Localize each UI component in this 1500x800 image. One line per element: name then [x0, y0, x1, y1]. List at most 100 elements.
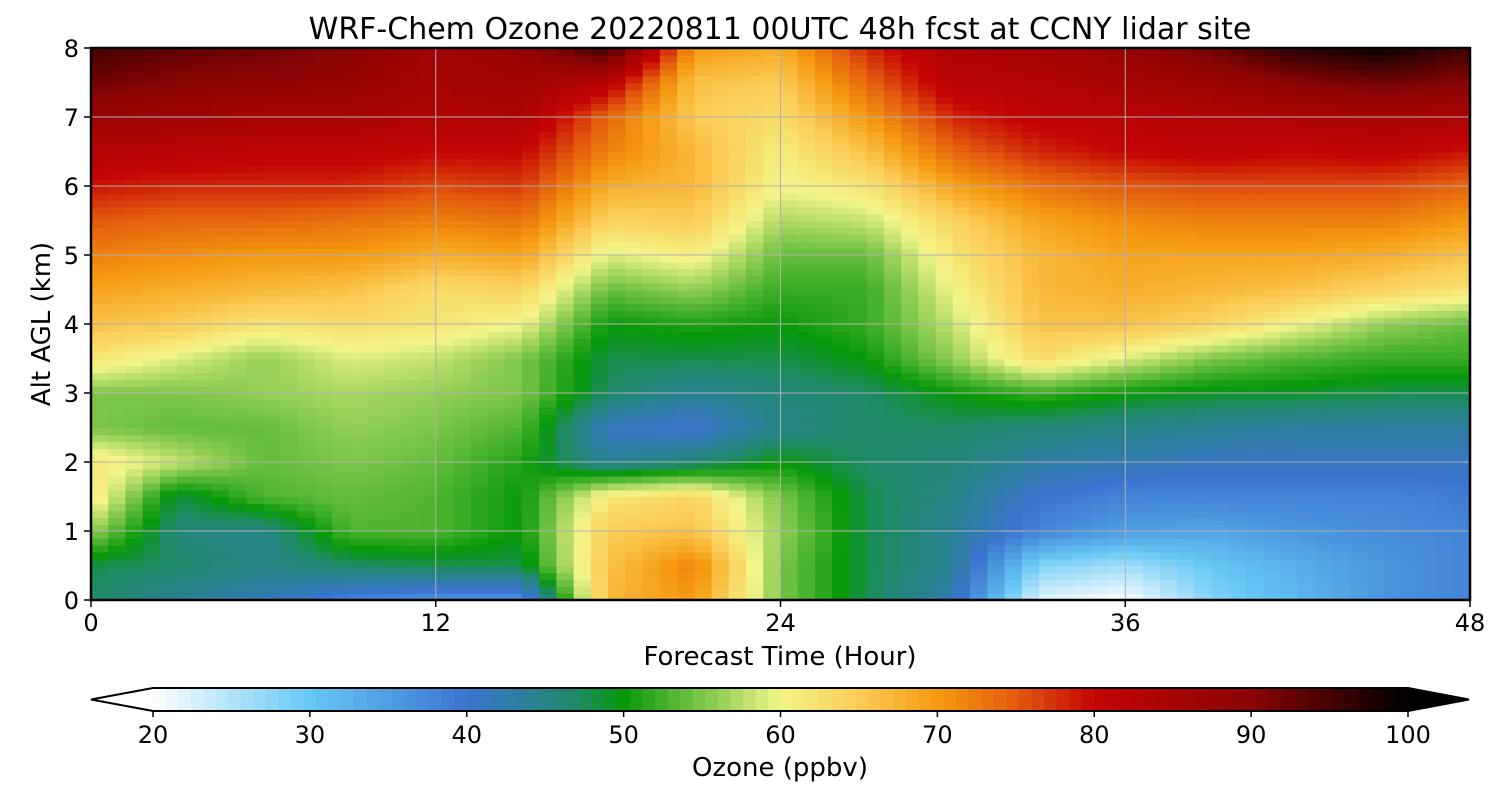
heatmap-cell: [504, 165, 523, 173]
heatmap-cell: [832, 406, 851, 415]
heatmap-cell: [452, 379, 472, 387]
heatmap-cell: [539, 192, 558, 201]
heatmap-cell: [625, 372, 644, 380]
heatmap-cell: [659, 261, 678, 270]
heatmap-cell: [1211, 558, 1230, 567]
heatmap-cell: [263, 468, 282, 477]
heatmap-cell: [177, 455, 196, 463]
heatmap-cell: [1039, 227, 1058, 236]
heatmap-cell: [228, 255, 247, 263]
heatmap-cell: [987, 593, 1006, 600]
heatmap-cell: [642, 344, 661, 353]
heatmap-cell: [1366, 413, 1385, 422]
heatmap-cell: [970, 579, 989, 587]
heatmap-cell: [952, 524, 971, 532]
heatmap-cell: [1039, 282, 1058, 291]
heatmap-cell: [1073, 351, 1092, 360]
heatmap-cell: [1314, 365, 1333, 374]
heatmap-cell: [297, 372, 316, 380]
heatmap-cell: [642, 468, 661, 477]
heatmap-cell: [814, 261, 834, 270]
heatmap-cell: [918, 413, 937, 422]
heatmap-cell: [315, 303, 334, 311]
heatmap-cell: [297, 255, 316, 263]
heatmap-cell: [590, 427, 609, 436]
heatmap-cell: [366, 261, 385, 270]
heatmap-cell: [263, 220, 282, 229]
heatmap-cell: [384, 468, 403, 477]
heatmap-cell: [539, 510, 558, 518]
heatmap-cell: [590, 489, 609, 498]
heatmap-cell: [504, 275, 523, 284]
heatmap-cell: [1349, 248, 1368, 256]
heatmap-cell: [763, 517, 782, 525]
heatmap-cell: [228, 434, 247, 443]
heatmap-cell: [315, 344, 334, 353]
heatmap-cell: [1452, 199, 1470, 208]
heatmap-cell: [1332, 186, 1351, 194]
heatmap-cell: [1297, 192, 1316, 201]
heatmap-cell: [159, 310, 178, 318]
heatmap-cell: [332, 337, 351, 346]
heatmap-cell: [211, 406, 230, 415]
heatmap-cell: [177, 510, 196, 518]
heatmap-cell: [901, 199, 920, 208]
heatmap-cell: [1125, 351, 1144, 360]
heatmap-cell: [1349, 462, 1368, 470]
heatmap-cell: [315, 227, 334, 236]
heatmap-cell: [1297, 248, 1316, 256]
heatmap-cell: [1435, 413, 1454, 422]
heatmap-cell: [1039, 303, 1058, 311]
heatmap-cell: [1245, 351, 1264, 360]
heatmap-cell: [901, 593, 920, 600]
heatmap-cell: [246, 489, 265, 498]
heatmap-cell: [642, 524, 661, 532]
heatmap-cell: [297, 586, 316, 594]
heatmap-cell: [728, 220, 747, 229]
heatmap-cell: [1349, 386, 1368, 394]
heatmap-cell: [366, 572, 385, 581]
heatmap-cell: [590, 593, 609, 600]
heatmap-cell: [642, 165, 661, 173]
heatmap-cell: [987, 275, 1006, 284]
heatmap-cell: [211, 496, 230, 505]
heatmap-cell: [1349, 296, 1368, 305]
heatmap-cell: [1418, 427, 1437, 436]
heatmap-cell: [1314, 531, 1333, 539]
heatmap-cell: [521, 420, 540, 429]
heatmap-cell: [728, 213, 747, 222]
heatmap-cell: [763, 158, 782, 167]
heatmap-cell: [1366, 399, 1385, 408]
heatmap-cell: [470, 151, 489, 160]
heatmap-cell: [694, 406, 713, 415]
heatmap-cell: [384, 358, 403, 367]
heatmap-cell: [1159, 310, 1178, 318]
heatmap-cell: [280, 172, 299, 180]
heatmap-cell: [1383, 517, 1402, 525]
heatmap-cell: [487, 489, 506, 498]
heatmap-cell: [746, 558, 765, 567]
heatmap-cell: [746, 510, 765, 518]
heatmap-cell: [1021, 365, 1040, 374]
heatmap-cell: [1125, 234, 1144, 242]
heatmap-cell: [866, 558, 885, 567]
heatmap-cell: [1418, 248, 1437, 256]
heatmap-cell: [883, 572, 902, 581]
heatmap-cell: [108, 186, 127, 194]
heatmap-cell: [1211, 413, 1230, 422]
heatmap-cell: [177, 551, 196, 560]
heatmap-cell: [1401, 282, 1420, 291]
heatmap-cell: [504, 427, 523, 436]
heatmap-cell: [504, 310, 523, 318]
heatmap-cell: [1245, 220, 1264, 229]
heatmap-cell: [211, 213, 230, 222]
heatmap-cell: [539, 296, 558, 305]
heatmap-cell: [418, 268, 437, 277]
heatmap-cell: [625, 241, 644, 249]
heatmap-cell: [797, 468, 816, 477]
heatmap-cell: [332, 241, 351, 249]
heatmap-cell: [1314, 289, 1333, 298]
heatmap-cell: [883, 358, 902, 367]
heatmap-cell: [539, 379, 558, 387]
heatmap-cell: [1125, 241, 1144, 249]
